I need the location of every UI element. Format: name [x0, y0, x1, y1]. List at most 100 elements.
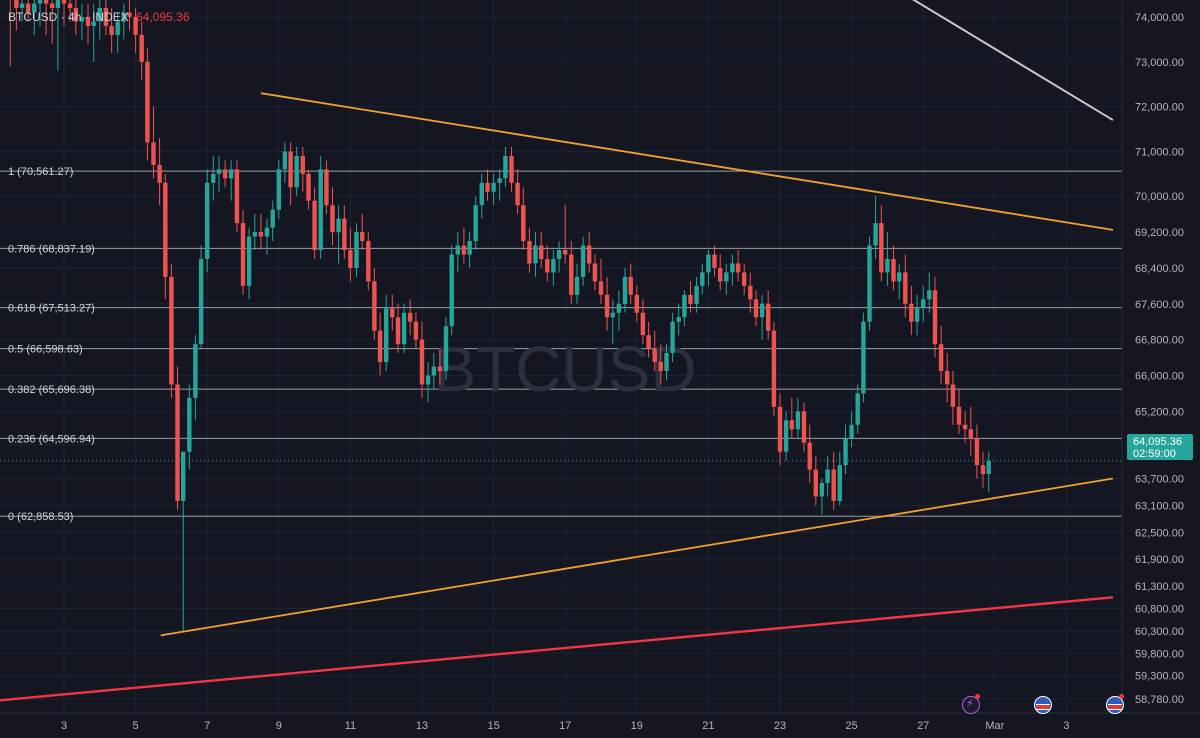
- candle-body: [712, 254, 717, 268]
- candle-body: [849, 424, 854, 439]
- candle-body: [32, 3, 37, 13]
- candle: [676, 303, 681, 336]
- candle: [19, 0, 25, 22]
- price-tick-label: 74,000.00: [1135, 12, 1184, 24]
- candle-body: [783, 420, 789, 452]
- candle: [879, 205, 884, 282]
- candle-body: [294, 155, 299, 188]
- candle-body: [586, 245, 592, 264]
- candle: [133, 8, 138, 53]
- candle: [539, 232, 544, 268]
- candle-body: [145, 61, 150, 143]
- candle-body: [169, 276, 174, 385]
- candle-body: [759, 303, 765, 318]
- candle: [109, 8, 114, 53]
- candle-body: [449, 254, 454, 327]
- candle: [205, 169, 210, 273]
- interval-label[interactable]: 4h: [68, 10, 82, 24]
- price-tick-label: 68,400.00: [1135, 263, 1184, 275]
- candle-body: [873, 223, 878, 246]
- time-tick-label: 9: [276, 720, 282, 732]
- candle: [765, 290, 771, 340]
- candle: [891, 245, 896, 291]
- price-tick-label: 70,000.00: [1135, 191, 1184, 203]
- candle: [151, 106, 156, 179]
- candle-body: [521, 205, 526, 242]
- candle: [795, 397, 801, 439]
- candle: [664, 344, 669, 380]
- flash-event-icon[interactable]: [962, 696, 980, 714]
- candle: [473, 196, 478, 251]
- chart-header[interactable]: BTCUSD · 4h · INDEX 64,095.36: [8, 10, 190, 24]
- candle-body: [610, 312, 616, 318]
- candle-body: [342, 218, 347, 251]
- candle: [873, 196, 878, 259]
- candle: [932, 276, 938, 358]
- candle: [193, 335, 198, 421]
- candle: [974, 424, 980, 479]
- time-tick-label: 19: [631, 720, 643, 732]
- candle: [807, 424, 812, 484]
- price-tick-label: 63,700.00: [1135, 474, 1184, 486]
- candle: [986, 451, 991, 492]
- us-flag-event-icon[interactable]: [1106, 696, 1124, 714]
- candle: [586, 232, 592, 273]
- candle: [909, 285, 914, 336]
- candle: [962, 411, 968, 443]
- candle: [264, 218, 270, 255]
- candle: [980, 451, 986, 488]
- us-flag-event-icon[interactable]: [1034, 696, 1052, 714]
- candle: [927, 272, 932, 313]
- candle-body: [407, 312, 413, 322]
- candle: [610, 299, 616, 345]
- candle: [187, 384, 192, 470]
- candle-body: [855, 393, 860, 425]
- candle-body: [276, 169, 281, 210]
- candle-body: [533, 245, 538, 264]
- candle: [580, 236, 586, 286]
- candle: [556, 241, 562, 273]
- candle: [384, 294, 389, 371]
- candle-body: [795, 411, 801, 430]
- candle-body: [461, 245, 467, 255]
- candle: [449, 245, 454, 336]
- time-tick-label: 3: [61, 720, 67, 732]
- candle: [491, 173, 496, 206]
- candle: [777, 393, 783, 466]
- candle-body: [336, 218, 341, 233]
- candle-body: [127, 12, 132, 17]
- candle: [706, 250, 711, 286]
- candle: [372, 267, 377, 340]
- candle: [67, 0, 73, 22]
- candle: [258, 214, 264, 251]
- candle-body: [211, 173, 216, 183]
- candle-body: [348, 250, 353, 268]
- candle-body: [927, 290, 932, 300]
- price-tick-label: 71,000.00: [1135, 146, 1184, 158]
- support-trendline: [0, 596, 1114, 702]
- candle-body: [735, 263, 741, 273]
- candle-body: [384, 308, 389, 363]
- candle: [903, 254, 908, 318]
- candle: [455, 232, 460, 273]
- time-tick-label: 3: [1063, 720, 1069, 732]
- symbol-name[interactable]: BTCUSD: [8, 10, 58, 24]
- candle-body: [914, 308, 920, 322]
- candle: [759, 294, 765, 340]
- candle: [395, 303, 401, 354]
- candle: [885, 232, 890, 286]
- candle: [425, 362, 431, 403]
- candle-body: [932, 290, 938, 345]
- candle: [843, 424, 848, 475]
- candle: [748, 272, 753, 313]
- candle-body: [700, 272, 705, 286]
- candle-body: [318, 169, 323, 251]
- candle-body: [968, 429, 974, 439]
- candle-body: [246, 236, 252, 286]
- candle-body: [813, 469, 818, 497]
- candle-body: [556, 250, 562, 259]
- price-tick-label: 66,000.00: [1135, 370, 1184, 382]
- candle-body: [222, 169, 228, 179]
- candle: [139, 21, 144, 80]
